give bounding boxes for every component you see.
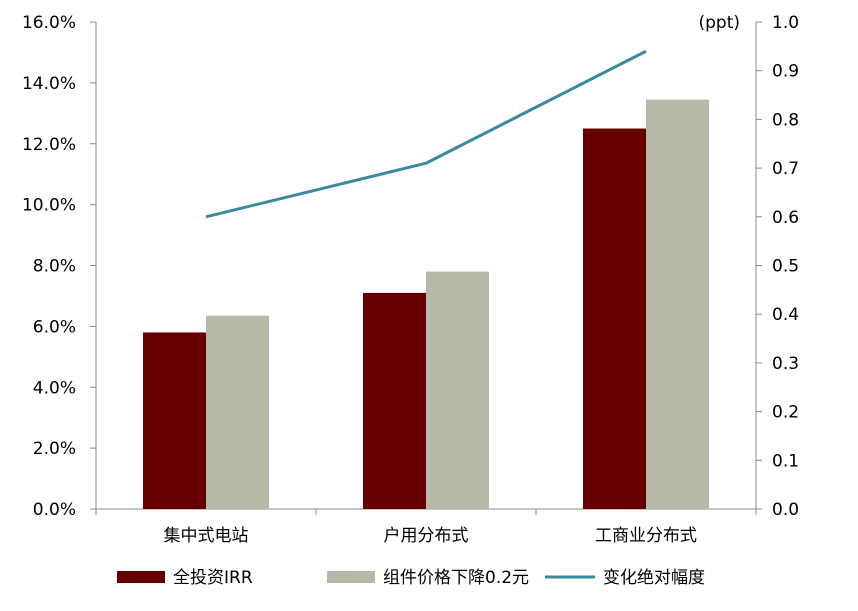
legend-label: 组件价格下降0.2元 xyxy=(383,568,529,588)
y-right-tick-label: 0.5 xyxy=(772,257,799,277)
y-left-tick-label: 4.0% xyxy=(33,378,76,398)
legend-label: 变化绝对幅度 xyxy=(603,568,705,588)
y-left-tick-label: 12.0% xyxy=(22,135,76,155)
bar-irr-1 xyxy=(363,293,426,509)
line-series-change xyxy=(206,51,646,217)
bar-price-drop-1 xyxy=(426,272,489,509)
y-right-tick-label: 0.8 xyxy=(772,110,799,130)
y-right-tick-label: 0.3 xyxy=(772,354,799,374)
x-tick-label: 工商业分布式 xyxy=(595,526,697,546)
legend-swatch-0 xyxy=(117,571,165,583)
bar-price-drop-2 xyxy=(646,100,709,509)
y-right-tick-label: 0.7 xyxy=(772,159,799,179)
bar-irr-0 xyxy=(143,332,206,509)
y-left-tick-label: 10.0% xyxy=(22,196,76,216)
y-left-tick-label: 2.0% xyxy=(33,439,76,459)
x-tick-label: 户用分布式 xyxy=(384,526,469,546)
y-right-tick-label: 1.0 xyxy=(772,13,799,33)
y-left-tick-label: 16.0% xyxy=(22,13,76,33)
y-right-tick-label: 0.9 xyxy=(772,62,799,82)
y-right-tick-label: 0.4 xyxy=(772,305,799,325)
y-right-unit-label: (ppt) xyxy=(698,13,740,33)
y-left-tick-label: 0.0% xyxy=(33,500,76,520)
y-right-tick-label: 0.6 xyxy=(772,208,799,228)
y-right-tick-label: 0.0 xyxy=(772,500,799,520)
y-left-tick-label: 8.0% xyxy=(33,257,76,277)
legend-swatch-1 xyxy=(327,571,375,583)
bar-irr-2 xyxy=(583,129,646,509)
y-left-tick-label: 14.0% xyxy=(22,74,76,94)
y-right-tick-label: 0.1 xyxy=(772,451,799,471)
y-right-tick-label: 0.2 xyxy=(772,403,799,423)
legend-label: 全投资IRR xyxy=(173,568,253,588)
x-tick-label: 集中式电站 xyxy=(164,526,249,546)
y-left-tick-label: 6.0% xyxy=(33,317,76,337)
bar-price-drop-0 xyxy=(206,316,269,509)
